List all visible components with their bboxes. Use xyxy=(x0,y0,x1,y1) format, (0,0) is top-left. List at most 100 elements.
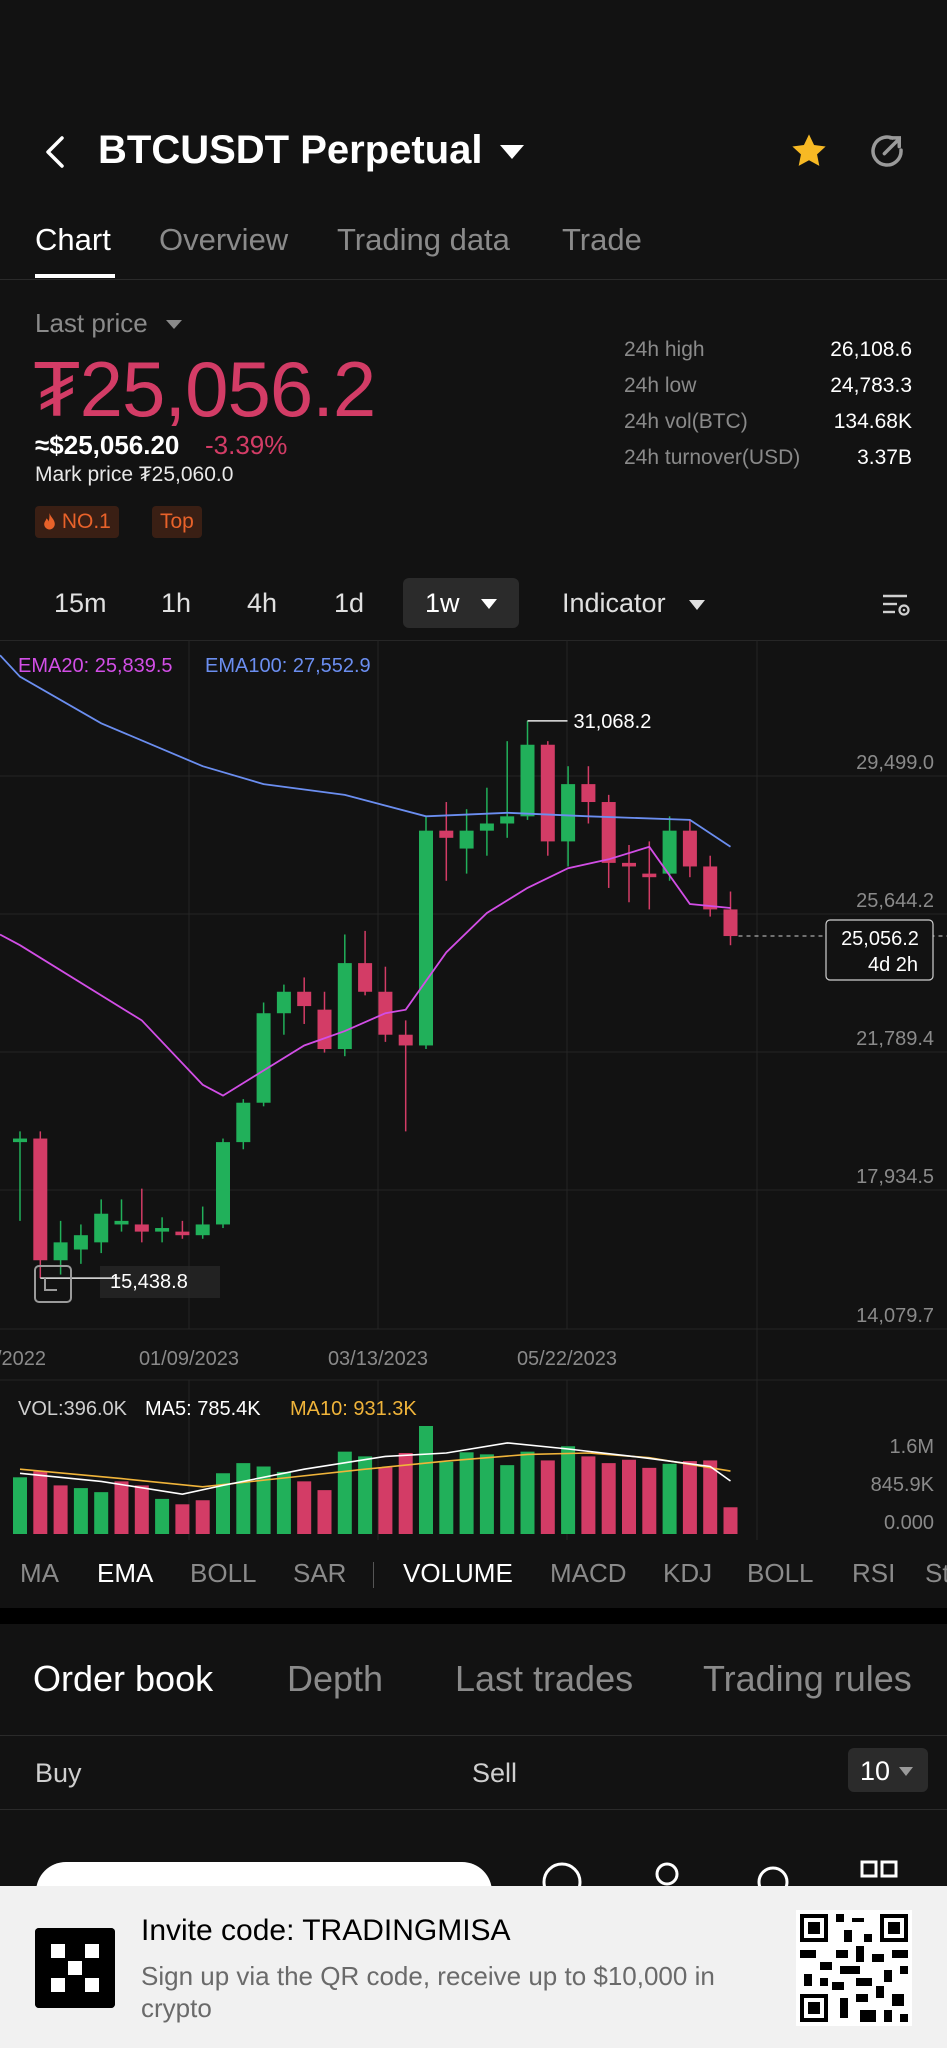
tab-order-book[interactable]: Order book xyxy=(33,1658,214,1699)
star-icon[interactable] xyxy=(788,130,830,172)
tab-trade[interactable]: Trade xyxy=(562,222,642,257)
candle-body[interactable] xyxy=(33,1138,48,1261)
ind-tab-ma[interactable]: MA xyxy=(20,1558,59,1588)
ind-tab-ema[interactable]: EMA xyxy=(97,1558,154,1588)
current-price-label: 25,056.2 xyxy=(841,928,919,950)
candle-body[interactable] xyxy=(297,991,312,1007)
ind-tab-boll-sub[interactable]: BOLL xyxy=(747,1558,814,1588)
chevron-down-icon[interactable] xyxy=(166,320,182,329)
top-badge[interactable]: Top xyxy=(152,506,202,538)
volume-bar xyxy=(216,1473,230,1534)
tab-last-trades[interactable]: Last trades xyxy=(455,1658,634,1699)
ind-tab-sar[interactable]: SAR xyxy=(293,1558,347,1588)
volume-bar xyxy=(114,1481,129,1534)
candle-body[interactable] xyxy=(317,1009,332,1050)
volume-bar xyxy=(622,1459,636,1534)
candle-body[interactable] xyxy=(175,1231,190,1236)
x-tick: /2022 xyxy=(0,1348,46,1370)
stat-label: 24h high xyxy=(624,338,705,361)
candle-body[interactable] xyxy=(479,823,494,831)
stat-value: 24,783.3 xyxy=(830,374,912,397)
candle-body[interactable] xyxy=(662,830,677,874)
interval-1d[interactable]: 1d xyxy=(334,588,365,618)
candle-body[interactable] xyxy=(581,784,596,803)
candle-body[interactable] xyxy=(561,784,576,842)
candle-body[interactable] xyxy=(73,1235,88,1250)
candle-body[interactable] xyxy=(642,873,657,878)
trade-button[interactable] xyxy=(36,1862,492,1886)
y-tick: 21,789.4 xyxy=(856,1028,934,1050)
volume-bar xyxy=(175,1504,190,1534)
ind-tab-volume[interactable]: VOLUME xyxy=(403,1558,513,1588)
candle-body[interactable] xyxy=(236,1102,251,1143)
ind-tab-kdj[interactable]: KDJ xyxy=(663,1558,713,1588)
interval-1h[interactable]: 1h xyxy=(161,588,192,618)
tab-trading-data[interactable]: Trading data xyxy=(337,222,510,257)
back-arrow-icon[interactable] xyxy=(36,132,76,172)
bottom-nav-icons xyxy=(542,1860,898,1886)
candle-body[interactable] xyxy=(459,830,474,849)
depth-select[interactable]: 10 xyxy=(848,1748,928,1792)
ind-tab-rsi[interactable]: RSI xyxy=(852,1558,896,1588)
x-tick: 03/13/2023 xyxy=(328,1348,428,1370)
candle-body[interactable] xyxy=(53,1242,68,1261)
volume-bar xyxy=(459,1452,474,1534)
volume-bar xyxy=(33,1471,48,1534)
tab-overview[interactable]: Overview xyxy=(159,222,289,257)
candle-body[interactable] xyxy=(337,963,352,1050)
buy-column-label: Buy xyxy=(35,1758,82,1788)
chart-settings-icon[interactable] xyxy=(880,588,912,620)
indicator-dropdown[interactable]: Indicator xyxy=(562,588,666,618)
candle-body[interactable] xyxy=(94,1213,109,1243)
chevron-down-icon[interactable] xyxy=(500,145,524,159)
chevron-down-icon xyxy=(481,599,497,609)
candle-body[interactable] xyxy=(195,1224,210,1236)
x-tick: 05/22/2023 xyxy=(517,1348,617,1370)
last-price-label[interactable]: Last price xyxy=(35,308,148,338)
tab-trading-rules[interactable]: Trading rules xyxy=(703,1658,912,1699)
candle-body[interactable] xyxy=(155,1228,170,1232)
x-tick: 01/09/2023 xyxy=(139,1348,239,1370)
ind-tab-boll[interactable]: BOLL xyxy=(190,1558,257,1588)
candle-body[interactable] xyxy=(723,909,738,937)
tab-chart[interactable]: Chart xyxy=(35,222,111,257)
candle-body[interactable] xyxy=(216,1142,230,1225)
zoom-reset-icon[interactable] xyxy=(34,1265,72,1303)
tab-depth[interactable]: Depth xyxy=(287,1658,384,1699)
candle-body[interactable] xyxy=(398,1034,413,1046)
main-tabs: Chart Overview Trading data Trade xyxy=(0,216,947,280)
page-title[interactable]: BTCUSDT Perpetual xyxy=(98,128,483,172)
candle-body[interactable] xyxy=(13,1138,27,1143)
candle-body[interactable] xyxy=(500,816,515,824)
qr-code-icon xyxy=(796,1910,912,2026)
chevron-down-icon xyxy=(899,1767,913,1776)
candlestick-chart[interactable]: EMA20: 25,839.5 EMA100: 27,552.9 29,499.… xyxy=(0,640,947,1540)
candle-body[interactable] xyxy=(682,830,697,867)
share-refresh-icon[interactable] xyxy=(866,130,908,172)
ind-tab-st[interactable]: St xyxy=(925,1558,947,1588)
volume-bar xyxy=(155,1498,170,1534)
candle-body[interactable] xyxy=(601,802,616,863)
candle-body[interactable] xyxy=(358,963,373,992)
candle-body[interactable] xyxy=(276,991,291,1014)
candle-body[interactable] xyxy=(419,830,433,1046)
candle-body[interactable] xyxy=(703,866,718,910)
chevron-down-icon[interactable] xyxy=(689,600,705,610)
candle-body[interactable] xyxy=(114,1220,129,1225)
candle-body[interactable] xyxy=(520,744,535,817)
rank-badge[interactable]: NO.1 xyxy=(35,506,119,538)
interval-15m[interactable]: 15m xyxy=(54,588,107,618)
candle-body[interactable] xyxy=(256,1013,271,1103)
stat-row: 24h low 24,783.3 xyxy=(624,374,912,410)
current-price-box xyxy=(825,919,934,981)
candle-body[interactable] xyxy=(134,1224,149,1232)
candle-body[interactable] xyxy=(622,862,636,867)
volume-bar xyxy=(561,1446,576,1534)
candle-body[interactable] xyxy=(439,830,454,838)
volume-bar xyxy=(540,1460,555,1534)
volume-legend: VOL:396.0K xyxy=(18,1398,128,1420)
ind-tab-macd[interactable]: MACD xyxy=(550,1558,627,1588)
interval-1w-selector[interactable]: 1w xyxy=(403,578,519,628)
interval-4h[interactable]: 4h xyxy=(247,588,278,618)
candle-body[interactable] xyxy=(540,744,555,842)
